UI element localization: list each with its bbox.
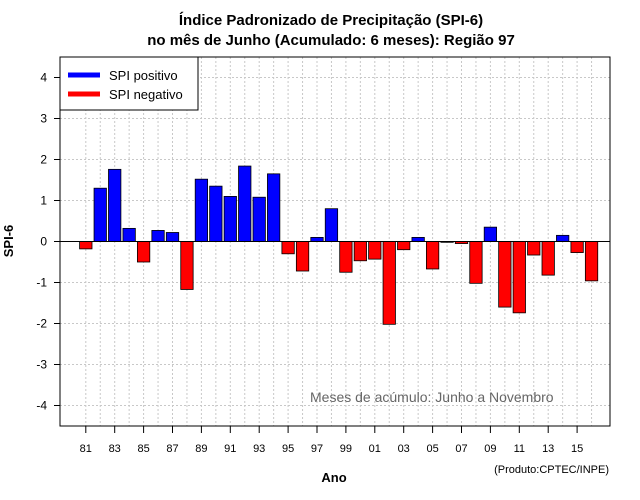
bar-83 bbox=[108, 168, 122, 242]
legend-box bbox=[59, 56, 199, 111]
bar-92 bbox=[238, 165, 252, 242]
y-tick-label: 1 bbox=[40, 194, 47, 208]
bar-02 bbox=[382, 241, 396, 325]
x-tick-label: 15 bbox=[571, 443, 583, 455]
y-tick-label: 2 bbox=[40, 153, 47, 167]
x-tick-label: 95 bbox=[282, 443, 294, 455]
x-tick-label: 03 bbox=[398, 443, 410, 455]
chart-title-line1: Índice Padronizado de Precipitação (SPI-… bbox=[179, 12, 483, 29]
y-tick-label: -3 bbox=[36, 358, 47, 372]
bar-98 bbox=[324, 208, 339, 242]
x-tick-label: 93 bbox=[253, 443, 265, 455]
bar-91 bbox=[223, 195, 237, 242]
legend-label-negative: SPI negativo bbox=[109, 87, 183, 102]
bar-88 bbox=[180, 241, 194, 290]
x-tick-label: 87 bbox=[166, 443, 178, 455]
y-axis-title: SPI-6 bbox=[1, 225, 16, 258]
y-tick-label: -2 bbox=[36, 317, 47, 331]
x-tick-label: 09 bbox=[484, 443, 496, 455]
bar-16 bbox=[584, 241, 599, 282]
y-tick-label: -4 bbox=[36, 399, 47, 413]
legend: SPI positivo SPI negativo bbox=[59, 56, 199, 111]
x-tick-label: 07 bbox=[455, 443, 467, 455]
x-axis-title: Ano bbox=[321, 470, 346, 485]
bar-96 bbox=[295, 241, 310, 272]
x-tick-label: 05 bbox=[426, 443, 438, 455]
x-tick-label: 11 bbox=[514, 443, 525, 455]
bar-08 bbox=[469, 241, 483, 284]
bar-03 bbox=[397, 241, 411, 251]
bar-05 bbox=[425, 241, 440, 270]
chart-title-line2: no mês de Junho (Acumulado: 6 meses): Re… bbox=[147, 32, 515, 49]
bar-01 bbox=[368, 241, 382, 260]
bar-86 bbox=[151, 230, 165, 242]
bar-13 bbox=[541, 241, 555, 276]
x-tick-label: 89 bbox=[195, 443, 207, 455]
x-tick-label: 01 bbox=[369, 443, 381, 455]
y-tick-label: 4 bbox=[40, 71, 47, 85]
x-tick-label: 99 bbox=[340, 443, 352, 455]
product-credit: (Produto:CPTEC/INPE) bbox=[494, 464, 609, 476]
bar-89 bbox=[194, 178, 208, 242]
bar-14 bbox=[556, 234, 570, 242]
accumulation-note: Meses de acúmulo: Junho a Novembro bbox=[310, 389, 554, 405]
bars bbox=[79, 165, 599, 325]
bar-94 bbox=[267, 173, 281, 242]
plot-frame bbox=[59, 56, 611, 427]
bar-15 bbox=[570, 241, 584, 253]
bar-81 bbox=[79, 241, 93, 250]
x-tick-label: 85 bbox=[137, 443, 149, 455]
bar-99 bbox=[339, 241, 353, 273]
bar-93 bbox=[252, 196, 266, 242]
bar-00 bbox=[353, 241, 367, 262]
bar-10 bbox=[498, 241, 512, 308]
y-tick-label: 3 bbox=[40, 112, 47, 126]
x-tick-label: 13 bbox=[542, 443, 554, 455]
bar-97 bbox=[310, 236, 324, 242]
x-tick-label: 91 bbox=[224, 443, 236, 455]
bar-84 bbox=[122, 227, 136, 242]
bar-12 bbox=[527, 241, 541, 256]
bar-95 bbox=[281, 241, 295, 255]
bar-09 bbox=[483, 226, 498, 242]
bar-11 bbox=[512, 241, 526, 314]
legend-label-positive: SPI positivo bbox=[109, 68, 178, 83]
x-tick-label: 81 bbox=[80, 443, 92, 455]
bar-90 bbox=[209, 185, 223, 242]
bar-04 bbox=[411, 236, 425, 242]
x-tick-label: 97 bbox=[311, 443, 323, 455]
x-tick-label: 83 bbox=[109, 443, 121, 455]
bar-87 bbox=[165, 232, 180, 242]
bar-82 bbox=[93, 187, 107, 242]
y-tick-label: 0 bbox=[40, 235, 47, 249]
bar-85 bbox=[136, 241, 151, 263]
y-tick-label: -1 bbox=[36, 276, 47, 290]
